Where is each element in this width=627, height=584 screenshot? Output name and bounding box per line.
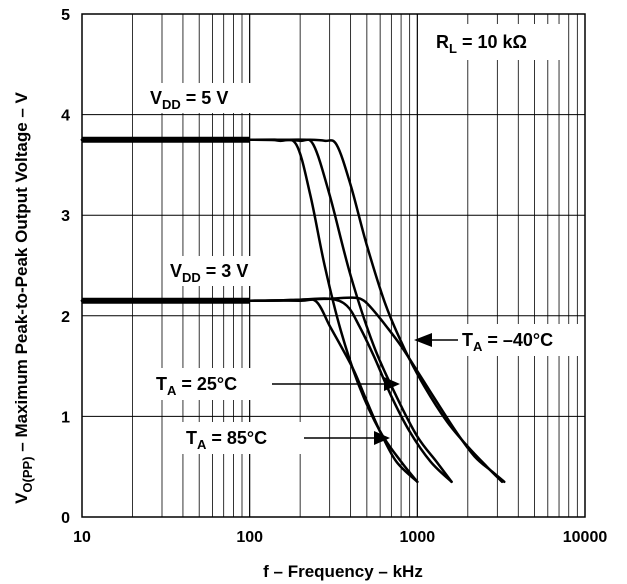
annotation-box-vdd5 (144, 83, 264, 113)
annotation-ta-m40: TA = –40°C (462, 330, 553, 354)
annotation-ta-25: TA = 25°C (156, 374, 237, 398)
arrow-head-ta-25 (384, 377, 400, 391)
series-layer (80, 136, 506, 484)
x-tick-label: 100 (236, 529, 263, 546)
tick-labels: 10 100 1000 10000 0 1 2 3 4 5 (61, 7, 607, 546)
x-tick-label: 10000 (563, 529, 608, 546)
y-tick-label: 4 (61, 108, 70, 125)
annotation-vdd3: VDD = 3 V (170, 261, 248, 285)
x-tick-label: 1000 (400, 529, 436, 546)
annotation-box-vdd3 (164, 256, 284, 286)
plot-frame (81, 13, 586, 518)
annotation-box-ta-85 (180, 422, 302, 454)
arrow-head-ta-85 (374, 431, 390, 445)
annotation-box-ta-m40 (456, 324, 584, 356)
series-line-6 (80, 296, 506, 484)
y-tick-label: 1 (61, 409, 70, 426)
annotation-ta-85: TA = 85°C (186, 428, 267, 452)
arrow-head-ta-m40 (414, 333, 432, 347)
annotations: RL = 10 kΩ VDD = 5 V VDD = 3 V TA = –40°… (144, 24, 584, 454)
y-tick-label: 3 (61, 208, 70, 225)
annotation-vdd5: VDD = 5 V (150, 88, 228, 112)
y-axis-label: VO(PP) – Maximum Peak-to-Peak Output Vol… (12, 91, 35, 503)
annotation-rl: RL = 10 kΩ (436, 32, 527, 56)
annotation-box-rl (428, 24, 564, 60)
x-axis-label: f – Frequency – kHz (263, 562, 423, 581)
y-tick-label: 2 (61, 309, 70, 326)
y-tick-label: 5 (61, 7, 70, 24)
x-tick-label: 10 (73, 529, 91, 546)
annotation-box-ta-25 (150, 368, 270, 400)
y-tick-label: 0 (61, 510, 70, 527)
